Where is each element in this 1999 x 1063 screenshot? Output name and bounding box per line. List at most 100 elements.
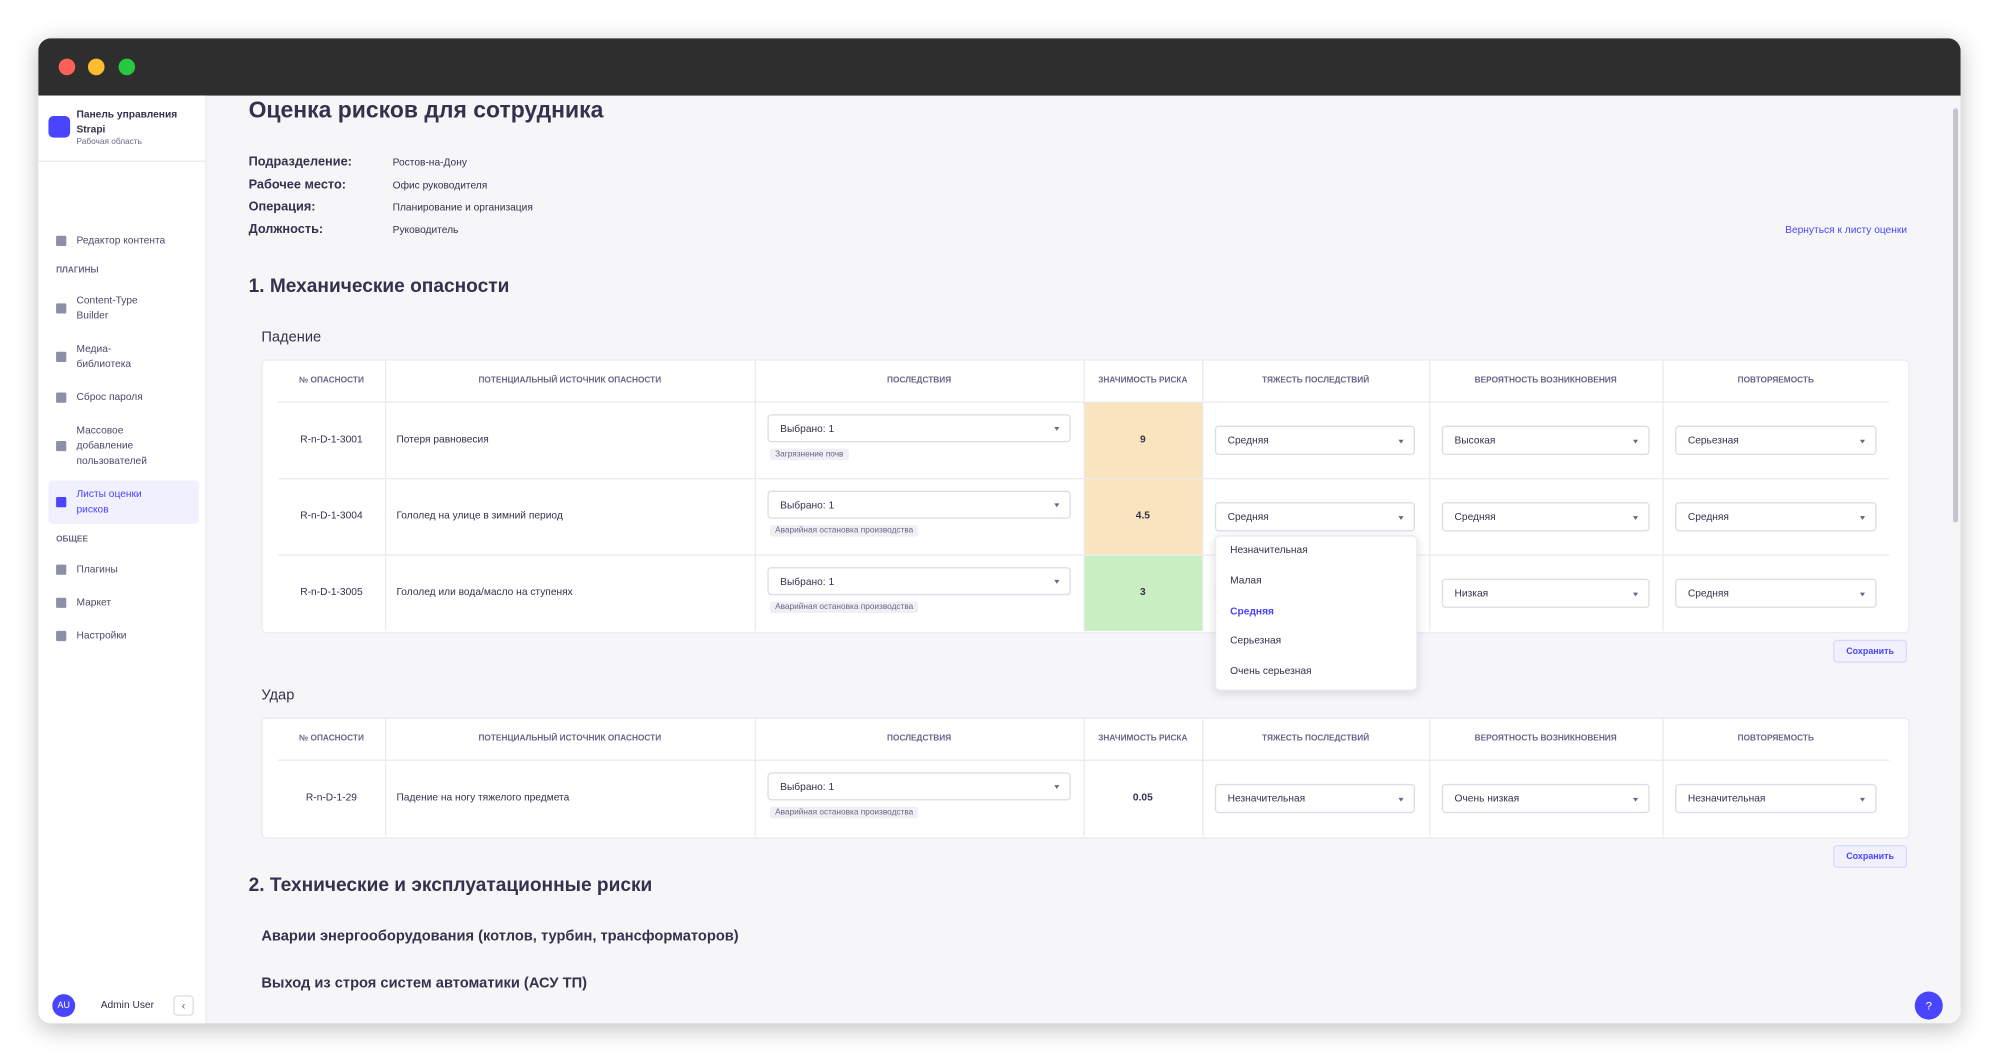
column-header: ТЯЖЕСТЬ ПОСЛЕДСТВИЙ [1261, 376, 1370, 386]
nav-icon [56, 235, 67, 246]
nav-icon [56, 597, 67, 608]
repeatability-select[interactable]: Средняя [1675, 578, 1877, 608]
brand: Панель управления Strapi [76, 108, 178, 136]
hazard-id: R-n-D-1-3004 [300, 510, 363, 522]
nav-item[interactable]: Массовое добавление пользователей [48, 417, 198, 476]
nav-icon [56, 392, 67, 403]
nav-label[interactable]: Плагины [76, 563, 118, 575]
consequence-select[interactable]: Выбрано: 1 [767, 772, 1071, 801]
field-label: Операция: [248, 200, 316, 215]
dropdown-option[interactable]: Серьезная [1230, 635, 1282, 647]
probability-select[interactable]: Высокая [1441, 425, 1650, 455]
severity-select[interactable]: Средняя [1214, 502, 1416, 532]
column-header: ЗНАЧИМОСТЬ РИСКА [1098, 734, 1188, 744]
nav-item[interactable]: Листы оценки рисков [48, 480, 199, 524]
probability-select[interactable]: Низкая [1441, 578, 1650, 608]
score-cell [1083, 479, 1203, 555]
zoom-button[interactable] [118, 58, 136, 76]
column-line [1202, 359, 1204, 631]
dropdown-option[interactable]: Малая [1230, 574, 1262, 587]
consequence-tag: Загрязнение почв [769, 448, 849, 461]
risk-score: 0.05 [1132, 791, 1153, 804]
divider [38, 160, 206, 162]
window: Панель управления Strapi Рабочая область… [38, 38, 1961, 1024]
dropdown-option[interactable]: Средняя [1230, 604, 1274, 617]
field-label: Рабочее место: [248, 178, 347, 193]
risk-score: 3 [1140, 586, 1146, 598]
consequence-select[interactable]: Выбрано: 1 [767, 567, 1071, 596]
group-title: Аварии энергооборудования (котлов, турби… [261, 929, 739, 945]
column-line [384, 359, 387, 631]
column-header: ТЯЖЕСТЬ ПОСЛЕДСТВИЙ [1261, 734, 1370, 744]
nav-item[interactable]: Плагины [48, 556, 198, 584]
nav-label[interactable]: Настройки [76, 629, 127, 642]
repeatability-select[interactable]: Незначительная [1675, 783, 1877, 814]
nav-icon [56, 630, 67, 642]
nav-item[interactable]: Маркет [48, 589, 198, 617]
nav-item[interactable]: Content-Type Builder [48, 287, 198, 330]
column-line [1429, 717, 1431, 837]
user-name[interactable]: Admin User [100, 999, 154, 1011]
probability-select[interactable]: Средняя [1441, 502, 1650, 532]
score-cell [1083, 555, 1203, 631]
column-header: ПОТЕНЦИАЛЬНЫЙ ИСТОЧНИК ОПАСНОСТИ [478, 376, 662, 386]
save-button[interactable]: Сохранить [1833, 639, 1908, 663]
nav-item[interactable]: Сброс пароля [48, 384, 198, 412]
dropdown-option[interactable]: Незначительная [1230, 544, 1308, 556]
nav-label[interactable]: Медиа-библиотека [76, 342, 132, 370]
section-title: 1. Механические опасности [248, 275, 510, 297]
save-button[interactable]: Сохранить [1833, 844, 1908, 868]
group-title: Выход из строя систем автоматики (АСУ ТП… [261, 976, 588, 992]
consequence-select[interactable]: Выбрано: 1 [767, 490, 1071, 519]
field-value: Офис руководителя [392, 179, 488, 192]
back-link[interactable]: Вернуться к листу оценки [1785, 224, 1908, 237]
nav-label[interactable]: Массовое добавление пользователей [76, 424, 147, 467]
nav-item[interactable]: Редактор контента [48, 227, 198, 255]
consequence-tag: Аварийная остановка производства [769, 525, 919, 537]
collapse-button[interactable]: ‹ [173, 995, 194, 1016]
close-button[interactable] [58, 58, 76, 76]
field-label: Должность: [248, 223, 324, 238]
scrollbar [1952, 108, 1959, 523]
risk-score: 9 [1140, 433, 1146, 446]
nav-item[interactable]: Настройки [48, 622, 198, 650]
repeatability-select[interactable]: Средняя [1675, 502, 1877, 532]
group-title: Падение [261, 330, 322, 346]
nav-item[interactable]: Медиа-библиотека [48, 335, 198, 378]
column-line [384, 717, 387, 837]
dropdown-option[interactable]: Очень серьезная [1230, 665, 1312, 677]
avatar[interactable]: AU [52, 994, 76, 1018]
column-header: ВЕРОЯТНОСТЬ ВОЗНИКНОВЕНИЯ [1474, 376, 1617, 386]
nav-heading: ПЛАГИНЫ [56, 266, 99, 276]
nav-label[interactable]: Сброс пароля [76, 391, 143, 403]
nav-icon [56, 303, 67, 314]
consequence-select[interactable]: Выбрано: 1 [767, 414, 1071, 443]
sidebar: Панель управления Strapi Рабочая область… [38, 95, 207, 1024]
nav-label[interactable]: Листы оценки рисков [76, 488, 142, 515]
nav: Редактор контента ПЛАГИНЫ Content-Type Bui… [48, 227, 199, 655]
probability-select[interactable]: Очень низкая [1441, 783, 1650, 814]
hazard-id: R-n-D-1-3005 [300, 586, 363, 598]
nav-heading: ОБЩЕЕ [56, 535, 89, 545]
nav-label[interactable]: Content-Type Builder [76, 294, 138, 322]
help-button[interactable]: ? [1914, 991, 1943, 1020]
field-value: Руководитель [392, 224, 459, 237]
nav-label[interactable]: Маркет [76, 596, 112, 608]
nav-icon [56, 351, 67, 362]
hazard-source: Потеря равновесия [396, 433, 489, 446]
nav-label[interactable]: Редактор контента [76, 234, 166, 246]
severity-select[interactable]: Незначительная [1214, 783, 1416, 814]
column-header: ЗНАЧИМОСТЬ РИСКА [1098, 376, 1188, 386]
risk-score: 4.5 [1135, 510, 1150, 522]
title-bar [38, 38, 1961, 96]
column-header: ПОСЛЕДСТВИЯ [887, 734, 952, 744]
column-header: ПОСЛЕДСТВИЯ [887, 376, 952, 386]
severity-select[interactable]: Средняя [1214, 425, 1416, 455]
column-line [1083, 717, 1085, 837]
hazard-source: Гололед или вода/масло на ступенях [396, 586, 573, 598]
minimize-button[interactable] [87, 58, 105, 76]
column-header: ПОВТОРЯЕМОСТЬ [1737, 376, 1814, 386]
repeatability-select[interactable]: Серьезная [1675, 425, 1877, 455]
